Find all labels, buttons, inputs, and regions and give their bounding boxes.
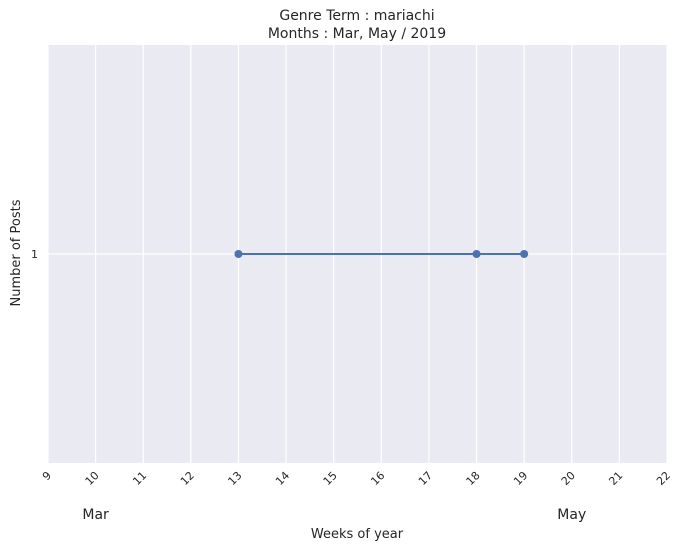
data-point	[520, 250, 529, 258]
chart-title-line-2: Months : Mar, May / 2019	[268, 26, 446, 42]
x-tick-label: 15	[321, 469, 340, 488]
series-layer	[234, 250, 529, 258]
x-tick-label: 16	[368, 469, 387, 488]
data-point	[472, 250, 481, 258]
x-tick-label: 14	[273, 469, 292, 488]
x-tick-label: 12	[178, 469, 197, 488]
x-axis-label: Weeks of year	[311, 527, 404, 542]
data-point	[234, 250, 243, 258]
x-tick-label: 22	[654, 469, 673, 488]
x-tick-label: 11	[130, 469, 149, 488]
x-tick-labels: 9 10 11 12 13 14 15 16 17 18 19 20 21 22	[40, 469, 673, 488]
chart-title-line-1: Genre Term : mariachi	[279, 8, 434, 24]
x-tick-label: 21	[606, 469, 625, 488]
month-labels: Mar May	[82, 507, 586, 523]
x-tick-label: 13	[225, 469, 244, 488]
x-tick-label: 18	[464, 469, 483, 488]
y-tick-labels: 1	[31, 248, 38, 261]
x-tick-label: 10	[83, 469, 102, 488]
x-tick-label: 17	[416, 469, 435, 488]
y-axis-label: Number of Posts	[9, 199, 24, 306]
x-tick-label: 20	[559, 469, 578, 488]
x-tick-label: 9	[40, 469, 54, 483]
x-tick-label: 19	[511, 469, 530, 488]
month-label: May	[557, 507, 586, 523]
y-tick-label: 1	[31, 248, 38, 261]
month-label: Mar	[82, 507, 109, 523]
